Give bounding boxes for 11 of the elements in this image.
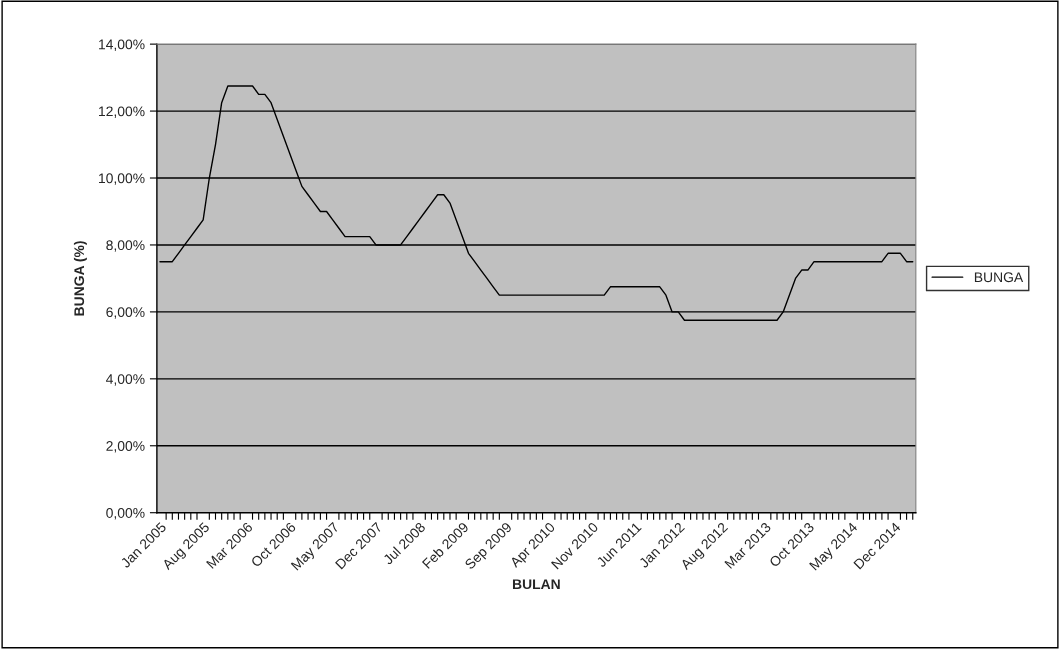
x-axis-title: BULAN [512,579,560,590]
y-axis-title: BUNGA (%) [73,241,87,316]
y-tick-label: 10,00% [99,173,145,185]
y-tick-label: 14,00% [99,39,145,51]
y-tick-label: 2,00% [106,441,145,453]
y-tick-label: 8,00% [106,240,145,252]
y-tick-label: 12,00% [99,106,145,118]
y-tick-label: 4,00% [106,374,145,386]
y-tick-label: 0,00% [106,508,145,520]
legend-label: BUNGA [974,272,1024,283]
y-tick-label: 6,00% [106,307,145,319]
